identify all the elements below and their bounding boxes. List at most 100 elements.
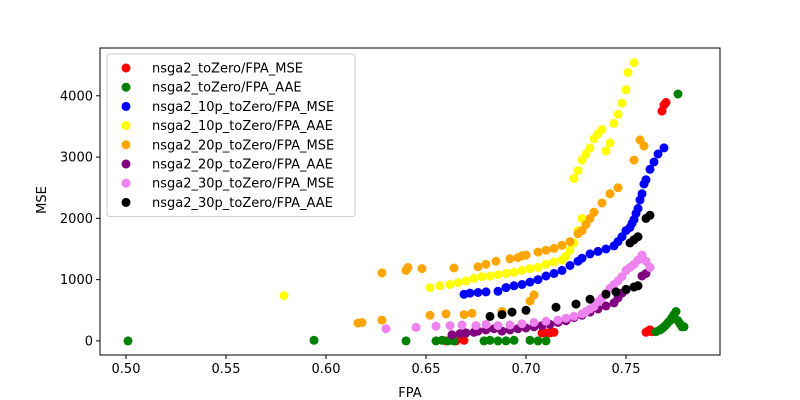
data-point — [377, 268, 387, 278]
data-point — [639, 141, 649, 151]
data-point — [481, 319, 491, 329]
data-point — [645, 164, 655, 174]
data-point — [377, 315, 387, 325]
data-point — [597, 198, 607, 208]
data-point — [633, 204, 643, 213]
series-4 — [279, 58, 639, 301]
data-point — [541, 316, 551, 326]
data-point — [509, 267, 519, 277]
data-point — [533, 275, 543, 285]
data-point — [465, 288, 475, 298]
data-point — [471, 321, 481, 331]
data-point — [617, 98, 627, 108]
data-point — [453, 278, 463, 288]
data-point — [493, 336, 503, 346]
x-tick-label: 0.65 — [412, 362, 441, 377]
data-point — [461, 276, 471, 286]
data-point — [585, 294, 595, 304]
data-point — [411, 322, 421, 332]
x-tick-label: 0.60 — [312, 362, 341, 377]
data-point — [653, 149, 663, 159]
series-2 — [123, 89, 689, 346]
legend-label: nsga2_20p_toZero/FPA_AAE — [152, 158, 333, 173]
data-point — [123, 336, 133, 346]
data-point — [473, 262, 483, 272]
data-point — [541, 336, 551, 346]
data-point — [493, 321, 503, 331]
data-point — [467, 308, 477, 318]
data-point — [613, 109, 623, 119]
data-point — [525, 277, 535, 287]
series-5 — [353, 135, 649, 328]
data-point — [553, 315, 563, 325]
data-point — [279, 291, 289, 301]
data-point — [533, 262, 543, 272]
y-tick-label: 1000 — [60, 273, 93, 288]
legend-marker — [121, 101, 131, 111]
legend-marker — [121, 63, 131, 73]
data-point — [493, 286, 503, 296]
data-point — [633, 281, 643, 291]
legend-box — [106, 53, 356, 218]
points-layer — [123, 58, 689, 346]
data-point — [621, 284, 631, 294]
data-point — [679, 322, 689, 332]
data-point — [447, 330, 457, 340]
data-point — [497, 310, 507, 320]
data-point — [505, 254, 515, 264]
data-point — [641, 175, 651, 185]
data-point — [485, 271, 495, 281]
data-point — [425, 310, 435, 320]
data-point — [461, 328, 471, 338]
legend-label: nsga2_30p_toZero/FPA_AAE — [152, 196, 333, 211]
legend-marker — [121, 140, 131, 150]
x-tick-label: 0.70 — [512, 362, 541, 377]
legend-label: nsga2_30p_toZero/FPA_MSE — [152, 177, 334, 192]
x-tick-label: 0.55 — [212, 362, 241, 377]
data-point — [459, 310, 469, 320]
data-point — [577, 253, 587, 263]
data-point — [645, 262, 655, 272]
data-point — [629, 58, 639, 68]
data-point — [589, 207, 599, 217]
legend: nsga2_toZero/FPA_MSE nsga2_toZero/FPA_AAE… — [106, 53, 356, 218]
data-point — [601, 146, 611, 156]
y-axis-label: MSE — [35, 186, 50, 214]
data-point — [493, 270, 503, 280]
data-point — [529, 318, 539, 327]
data-point — [525, 335, 535, 345]
data-point — [551, 302, 561, 312]
data-point — [569, 174, 579, 183]
data-point — [605, 189, 615, 199]
data-point — [403, 262, 413, 272]
x-axis-label: FPA — [398, 386, 421, 400]
data-point — [485, 311, 495, 321]
y-tick-label: 0 — [85, 334, 93, 349]
data-point — [491, 256, 501, 266]
data-point — [441, 309, 451, 319]
data-point — [541, 259, 551, 269]
legend-marker — [121, 178, 131, 188]
data-point — [469, 273, 479, 283]
data-point — [561, 313, 571, 323]
data-point — [557, 240, 567, 250]
data-point — [605, 138, 615, 148]
data-point — [357, 318, 367, 327]
data-point — [501, 336, 511, 346]
data-point — [611, 287, 621, 297]
axes-layer: 0.50 0.55 0.60 0.65 0.70 0.75 0 1000 2000 3000 400… — [60, 47, 721, 377]
data-point — [585, 249, 595, 259]
data-point — [549, 257, 559, 267]
data-point — [529, 290, 539, 300]
y-tick-label: 4000 — [60, 89, 93, 104]
legend-label: nsga2_toZero/FPA_AAE — [152, 81, 302, 96]
legend-label: nsga2_10p_toZero/FPA_AAE — [152, 119, 333, 134]
data-point — [633, 232, 643, 242]
data-point — [435, 281, 445, 291]
data-point — [593, 246, 603, 256]
data-point — [517, 319, 527, 329]
data-point — [549, 243, 559, 253]
y-tick-label: 2000 — [60, 212, 93, 227]
data-point — [571, 299, 581, 309]
